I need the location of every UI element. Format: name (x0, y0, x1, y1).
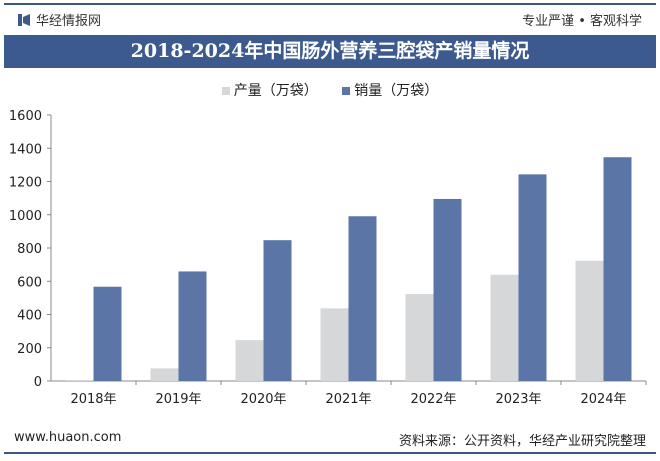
production-bar (150, 368, 179, 381)
y-tick-label: 400 (17, 309, 42, 324)
sales-bar (433, 198, 462, 381)
production-bar (320, 308, 349, 381)
top-rule (4, 3, 656, 5)
legend-item-sales: 销量（万袋） (342, 83, 438, 99)
footer: www.huaon.com 资料来源：公开资料，华经产业研究院整理 (14, 430, 646, 449)
legend-label: 销量（万袋） (354, 83, 439, 99)
production-bar (490, 274, 519, 381)
sales-bar (178, 271, 207, 381)
sales-bar (93, 286, 122, 381)
legend-item-production: 产量（万袋） (221, 83, 318, 99)
x-tick-label: 2022年 (410, 392, 456, 407)
production-bar (575, 260, 604, 381)
brand-name: 华经情报网 (36, 14, 102, 29)
y-tick-label: 0 (34, 375, 42, 390)
brand: 华经情报网 (18, 10, 101, 29)
production-bar (405, 294, 434, 381)
production-bar (65, 380, 94, 381)
x-tick-label: 2023年 (495, 392, 541, 407)
sales-bar (263, 240, 292, 381)
sales-bar (348, 216, 377, 381)
x-tick-label: 2018年 (70, 392, 116, 407)
chart-title: 2018-2024年中国肠外营养三腔袋产销量情况 (4, 35, 656, 68)
slogan: 专业严谨 • 客观科学 (522, 14, 642, 29)
x-tick-label: 2021年 (325, 392, 371, 407)
y-tick-label: 1400 (9, 142, 42, 157)
production-bar (235, 340, 264, 381)
y-tick-label: 800 (17, 242, 42, 257)
x-tick-label: 2024年 (580, 392, 626, 407)
x-tick-label: 2020年 (240, 392, 286, 407)
legend-swatch (221, 87, 230, 95)
sales-bar (518, 174, 547, 381)
bottom-rule (4, 452, 656, 454)
bar-chart: 0 200 400 600 800 1000 1200 1400 1600 2018年 2019年 2… (9, 109, 647, 407)
brand-logo-icon (18, 13, 30, 26)
sales-bar (603, 157, 632, 381)
y-tick-label: 600 (17, 275, 42, 290)
x-tick-label: 2019年 (155, 392, 201, 407)
y-tick-label: 1200 (9, 176, 42, 191)
y-tick-label: 200 (17, 342, 42, 357)
legend: 产量（万袋） 销量（万袋） (0, 80, 660, 100)
source-note: 资料来源：公开资料，华经产业研究院整理 (398, 434, 646, 449)
y-tick-label: 1600 (9, 109, 42, 124)
legend-swatch (342, 87, 351, 95)
legend-label: 产量（万袋） (233, 83, 318, 99)
website: www.huaon.com (14, 430, 122, 445)
y-tick-label: 1000 (9, 209, 42, 224)
